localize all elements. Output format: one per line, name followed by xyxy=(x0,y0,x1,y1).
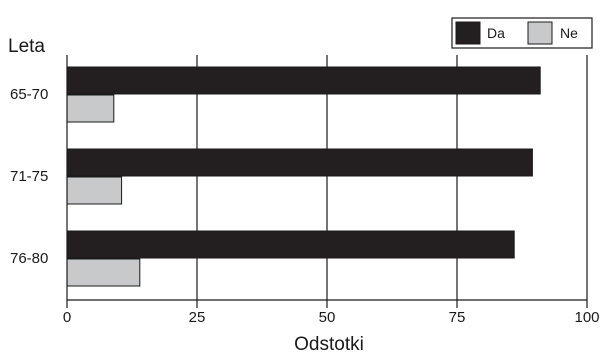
category-label: 65-70 xyxy=(10,86,48,103)
x-tick-labels: 0 25 50 75 100 xyxy=(63,309,600,326)
bars xyxy=(66,66,541,287)
x-tick-label: 25 xyxy=(189,309,206,326)
bar-da-76-80 xyxy=(66,230,515,259)
y-axis-title: Leta xyxy=(8,36,45,57)
legend: Da Ne xyxy=(451,17,593,49)
bar-ne-76-80 xyxy=(66,258,141,287)
category-label: 76-80 xyxy=(10,250,48,267)
category-label: 71-75 xyxy=(10,168,48,185)
legend-swatch-ne xyxy=(527,21,553,45)
x-tick-label: 0 xyxy=(63,309,71,326)
x-tick-label: 50 xyxy=(319,309,336,326)
legend-swatch-da xyxy=(455,21,481,45)
x-axis-title: Odstotki xyxy=(294,334,364,353)
bar-da-71-75 xyxy=(66,148,533,177)
legend-label-ne: Ne xyxy=(560,25,578,41)
gridlines xyxy=(196,55,588,308)
x-tick-label: 100 xyxy=(574,309,599,326)
category-labels: 65-70 71-75 76-80 xyxy=(10,86,48,267)
bar-ne-65-70 xyxy=(66,94,115,123)
bar-da-65-70 xyxy=(66,66,541,95)
x-tick-label: 75 xyxy=(449,309,466,326)
legend-label-da: Da xyxy=(487,25,505,41)
bar-ne-71-75 xyxy=(66,176,123,205)
